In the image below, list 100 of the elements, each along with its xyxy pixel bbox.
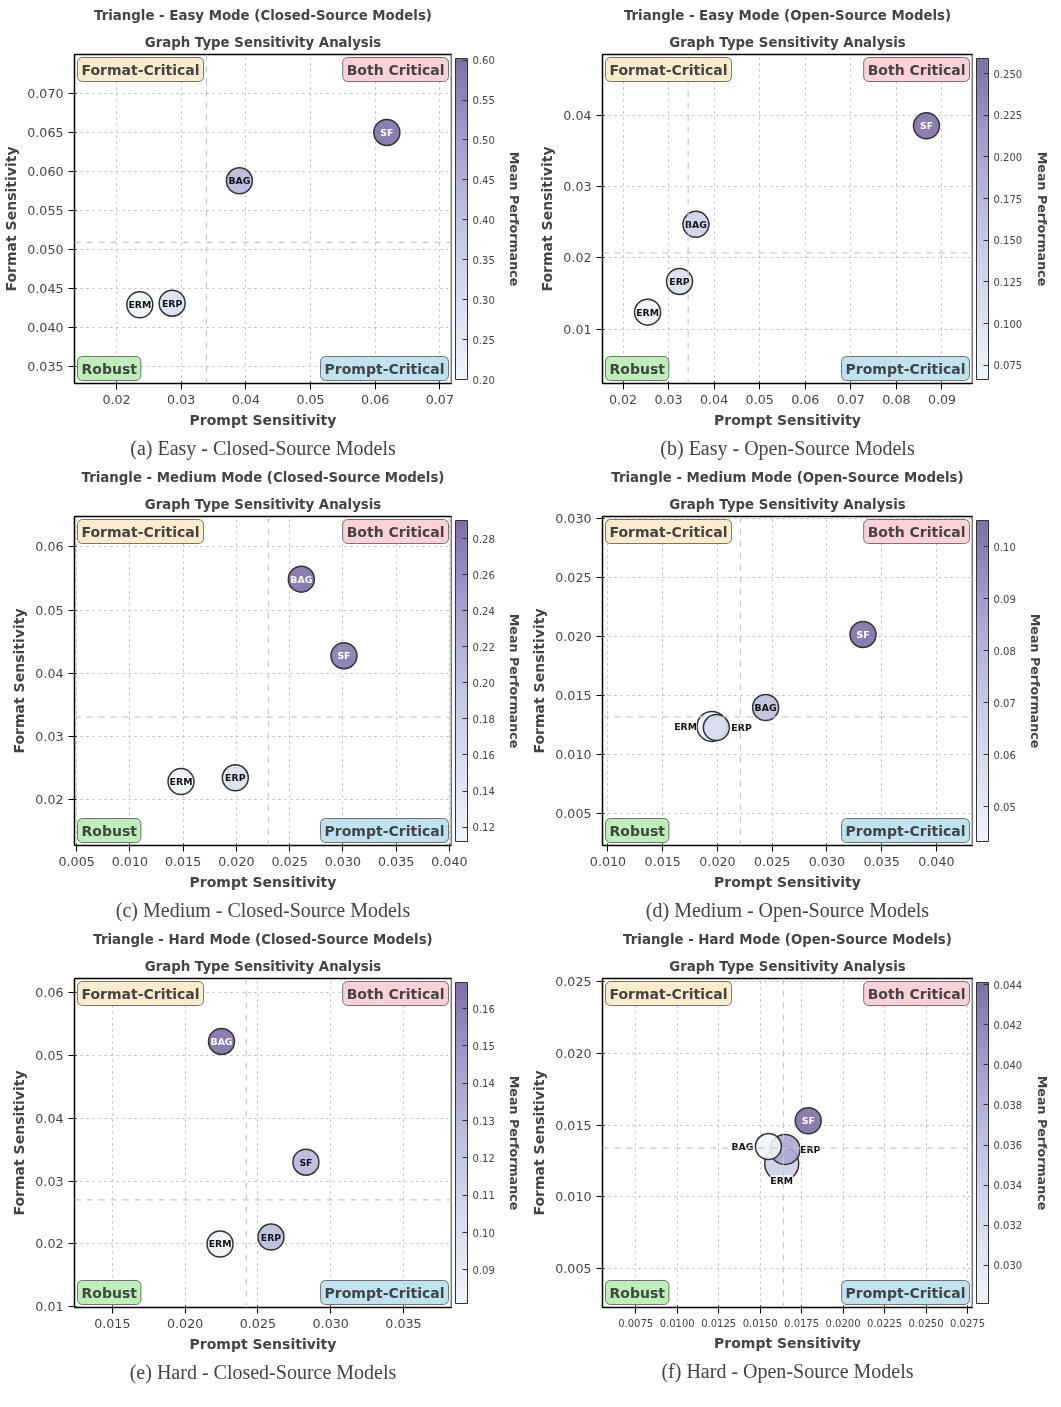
series-label: ERP [800, 1143, 821, 1155]
color-bar-label: 0.042 [993, 1019, 1023, 1031]
color-bar-label: 0.14 [472, 1078, 495, 1090]
color-bar-label: 0.150 [993, 235, 1023, 247]
y-tick-label: 0.030 [555, 511, 592, 527]
y-tick-label: 0.035 [27, 358, 64, 374]
annotation: Format-Critical [609, 985, 728, 1002]
y-tick-label: 0.005 [555, 1261, 592, 1277]
x-tick-label: 0.030 [324, 853, 361, 869]
x-tick-label: 0.07 [425, 391, 454, 407]
color-bar-label: 0.044 [993, 979, 1023, 991]
color-bar-label: 0.09 [472, 1264, 495, 1276]
chart-title: Triangle - Medium Mode (Open-Source Models) [611, 469, 964, 485]
x-tick-label: 0.07 [836, 391, 865, 407]
y-tick-label: 0.070 [27, 85, 64, 101]
y-tick-label: 0.06 [35, 984, 64, 1000]
color-bar-label: 0.038 [993, 1099, 1023, 1111]
annotation: Both Critical [346, 523, 445, 540]
chart-subtitle: Graph Type Sensitivity Analysis [144, 496, 382, 512]
y-tick-label: 0.025 [555, 570, 592, 586]
annotation: Robust [81, 1284, 138, 1301]
color-bar-label: 0.036 [993, 1140, 1023, 1152]
series-label: BAG [731, 1141, 754, 1153]
y-tick-label: 0.05 [35, 602, 64, 618]
y-tick-label: 0.01 [35, 1299, 64, 1315]
color-bar-label: 0.08 [993, 645, 1016, 657]
series-label: ERM [169, 776, 193, 788]
y-tick-label: 0.045 [27, 280, 64, 296]
color-bar-label: 0.09 [993, 593, 1016, 605]
x-tick-label: 0.06 [791, 391, 820, 407]
x-tick-label: 0.015 [644, 853, 681, 869]
color-bar-label: 0.05 [993, 801, 1016, 813]
color-bar-title: Mean Performance [506, 1075, 522, 1211]
y-tick-label: 0.005 [555, 806, 592, 822]
chart-subtitle: Graph Type Sensitivity Analysis [144, 34, 382, 50]
color-bar-label: 0.14 [472, 786, 495, 798]
y-tick-label: 0.065 [27, 124, 64, 140]
y-tick-label: 0.010 [555, 1189, 592, 1205]
chart-title: Triangle - Hard Mode (Open-Source Models) [623, 931, 952, 947]
y-tick-label: 0.02 [35, 1236, 64, 1252]
x-tick-label: 0.0225 [867, 1317, 903, 1329]
color-bar-label: 0.13 [472, 1115, 495, 1127]
color-bar-title: Mean Performance [1034, 1075, 1050, 1211]
color-bar-label: 0.225 [993, 110, 1023, 122]
annotation: Prompt-Critical [845, 822, 966, 839]
x-tick-label: 0.035 [863, 853, 900, 869]
text: (f) Hard - Open-Source Models [661, 1359, 914, 1383]
series-label: SF [856, 628, 870, 640]
color-bar-label: 0.26 [472, 569, 495, 581]
y-tick-label: 0.055 [27, 202, 64, 218]
x-tick-label: 0.015 [94, 1315, 131, 1331]
color-bar-label: 0.60 [472, 55, 495, 67]
x-tick-label: 0.010 [111, 853, 148, 869]
x-tick-label: 0.05 [745, 391, 774, 407]
x-tick-label: 0.040 [918, 853, 955, 869]
y-axis-title: Format Sensitivity [531, 1070, 548, 1216]
color-bar-label: 0.45 [472, 174, 495, 186]
series-label: ERP [161, 297, 183, 309]
series-label: ERM [674, 720, 697, 732]
annotation: Prompt-Critical [845, 360, 966, 377]
annotation: Format-Critical [609, 61, 728, 78]
color-bar-label: 0.07 [993, 697, 1016, 709]
series-label: ERP [731, 722, 752, 734]
series-label: SF [801, 1115, 815, 1127]
annotation: Prompt-Critical [324, 360, 445, 377]
color-bar-title: Mean Performance [1027, 613, 1043, 749]
y-axis-title: Format Sensitivity [539, 146, 556, 292]
series-label: BAG [228, 175, 251, 187]
annotation: Both Critical [867, 61, 966, 78]
x-tick-label: 0.030 [808, 853, 846, 869]
x-tick-label: 0.035 [385, 1315, 422, 1331]
y-tick-label: 0.010 [555, 747, 592, 763]
y-tick-label: 0.02 [35, 792, 64, 808]
x-tick-label: 0.03 [167, 391, 196, 407]
series-label: SF [919, 120, 934, 132]
series-label: ERM [770, 1175, 794, 1187]
annotation: Both Critical [346, 985, 445, 1002]
series-label: ERP [260, 1231, 282, 1243]
color-bar-label: 0.12 [472, 1152, 495, 1164]
color-bar-label: 0.20 [472, 374, 495, 386]
y-tick-label: 0.03 [35, 1173, 64, 1189]
color-bar-label: 0.200 [993, 151, 1023, 163]
y-tick-label: 0.06 [35, 539, 64, 555]
color-bar-label: 0.032 [993, 1220, 1023, 1232]
x-tick-label: 0.020 [699, 853, 736, 869]
color-bar-label: 0.11 [472, 1190, 495, 1202]
x-tick-label: 0.0125 [701, 1317, 737, 1329]
chart-subtitle: Graph Type Sensitivity Analysis [669, 34, 906, 50]
y-axis-title: Format Sensitivity [11, 608, 28, 754]
y-tick-label: 0.025 [555, 973, 592, 989]
y-axis-title: Format Sensitivity [11, 1070, 28, 1216]
x-tick-label: 0.02 [608, 391, 638, 407]
color-bar-label: 0.06 [993, 749, 1016, 761]
text: (b) Easy - Open-Source Models [660, 436, 915, 460]
series-label: SF [299, 1156, 313, 1168]
color-bar-label: 0.034 [993, 1180, 1023, 1192]
color-bar-label: 0.10 [472, 1227, 495, 1239]
series-label: SF [337, 650, 351, 662]
y-tick-label: 0.020 [555, 629, 592, 645]
color-bar-label: 0.22 [472, 641, 495, 653]
